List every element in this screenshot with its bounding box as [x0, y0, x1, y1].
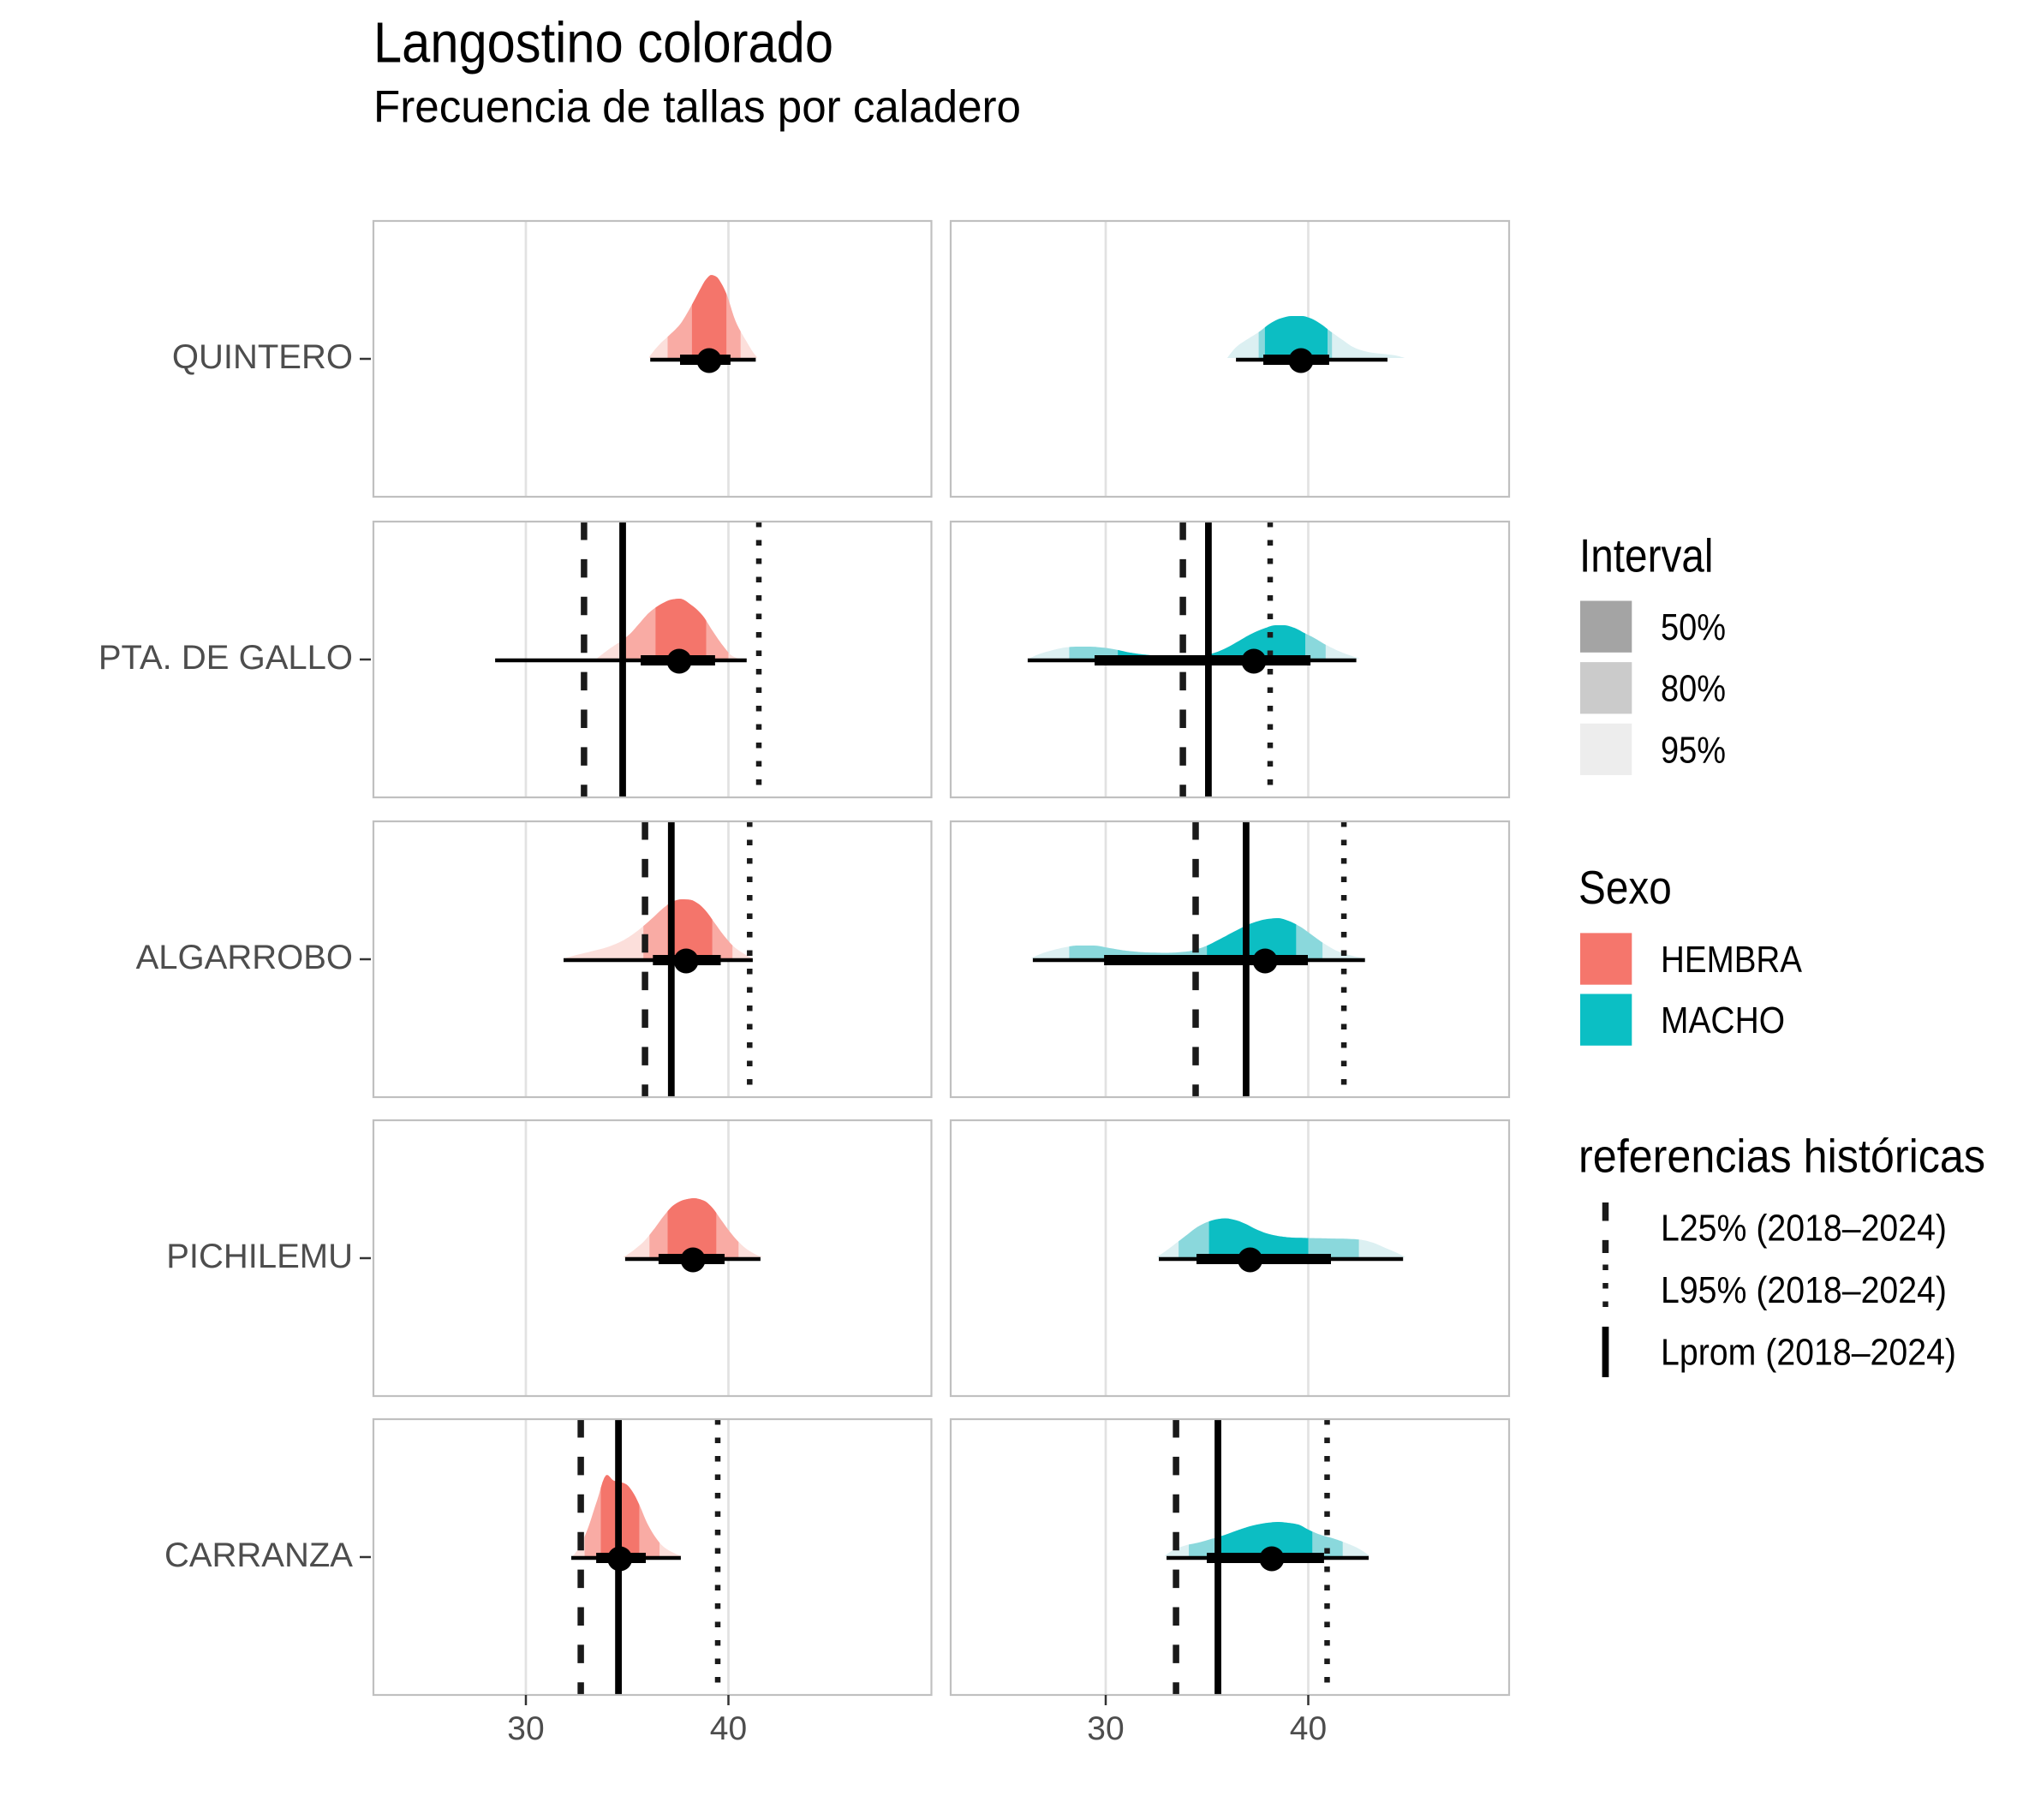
svg-text:L95% (2018–2024): L95% (2018–2024)	[1661, 1269, 1947, 1311]
svg-text:40: 40	[710, 1710, 747, 1747]
svg-text:95%: 95%	[1661, 729, 1726, 771]
svg-text:ALGARROBO: ALGARROBO	[136, 939, 353, 976]
svg-text:referencias históricas: referencias históricas	[1578, 1130, 1985, 1183]
svg-text:QUINTERO: QUINTERO	[172, 338, 353, 376]
svg-text:80%: 80%	[1661, 668, 1726, 710]
svg-text:MACHO: MACHO	[1661, 1000, 1785, 1041]
svg-text:Lprom (2018–2024): Lprom (2018–2024)	[1661, 1332, 1956, 1374]
svg-text:50%: 50%	[1661, 606, 1726, 648]
svg-text:Sexo: Sexo	[1578, 861, 1672, 914]
svg-text:Langostino colorado: Langostino colorado	[373, 11, 833, 75]
svg-text:Interval: Interval	[1579, 528, 1714, 582]
svg-text:30: 30	[507, 1710, 544, 1747]
svg-text:Frecuencia de tallas por calad: Frecuencia de tallas por caladero	[373, 82, 1021, 133]
svg-text:PTA. DE GALLO: PTA. DE GALLO	[98, 639, 353, 677]
svg-text:40: 40	[1290, 1710, 1327, 1747]
svg-text:L25% (2018–2024): L25% (2018–2024)	[1661, 1208, 1947, 1250]
svg-text:HEMBRA: HEMBRA	[1661, 939, 1803, 981]
svg-text:PICHILEMU: PICHILEMU	[166, 1238, 353, 1275]
svg-text:30: 30	[1087, 1710, 1124, 1747]
svg-text:CARRANZA: CARRANZA	[164, 1537, 353, 1574]
